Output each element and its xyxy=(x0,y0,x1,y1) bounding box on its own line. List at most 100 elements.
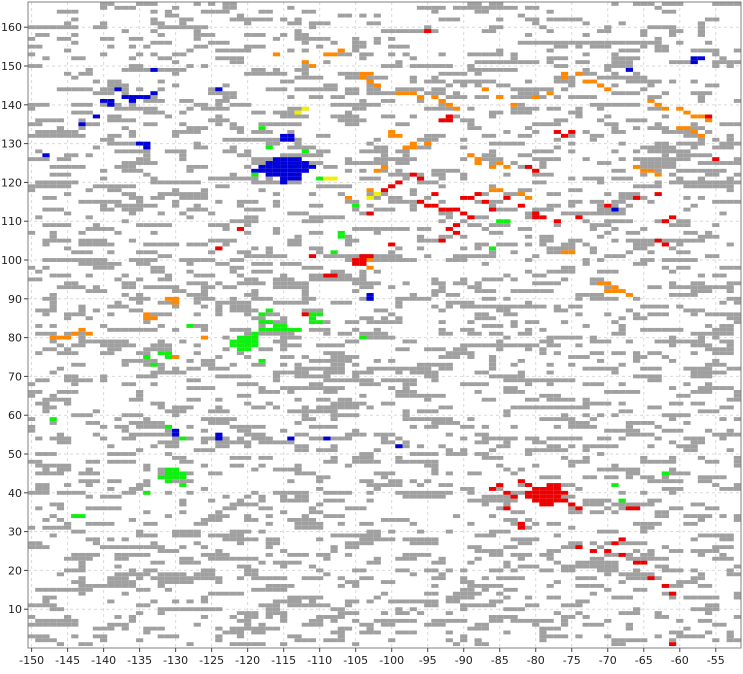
noise-cell xyxy=(150,265,158,270)
noise-cell xyxy=(712,145,720,150)
noise-cell xyxy=(395,483,403,487)
noise-cell xyxy=(474,440,482,445)
noise-cell xyxy=(395,44,403,49)
noise-cell xyxy=(294,386,302,390)
noise-cell xyxy=(625,552,633,557)
noise-cell xyxy=(35,64,43,68)
noise-cell xyxy=(107,486,115,491)
noise-cell xyxy=(172,304,180,309)
noise-cell xyxy=(143,358,151,363)
noise-cell xyxy=(92,479,101,484)
noise-cell xyxy=(553,308,561,313)
noise-cell xyxy=(704,285,713,290)
noise-cell xyxy=(546,238,554,243)
noise-cell xyxy=(532,91,540,96)
noise-cell xyxy=(352,106,360,111)
noise-cell xyxy=(92,261,101,266)
noise-cell xyxy=(244,21,252,26)
noise-cell xyxy=(200,258,209,262)
cluster-orange-cell xyxy=(625,292,633,297)
noise-cell xyxy=(308,409,317,414)
noise-cell xyxy=(546,172,554,177)
noise-cell xyxy=(78,564,86,569)
noise-cell xyxy=(193,312,201,317)
noise-cell xyxy=(632,572,641,577)
noise-cell xyxy=(330,444,338,449)
noise-cell xyxy=(575,355,583,359)
noise-cell xyxy=(244,300,252,305)
cluster-orange-cell xyxy=(661,106,669,111)
noise-cell xyxy=(438,421,446,425)
noise-cell xyxy=(64,157,72,162)
noise-cell xyxy=(409,537,417,542)
noise-cell xyxy=(668,238,677,243)
noise-cell xyxy=(222,552,230,557)
noise-cell xyxy=(611,219,619,224)
noise-cell xyxy=(604,122,612,127)
noise-cell xyxy=(352,642,360,647)
noise-cell xyxy=(143,362,151,367)
noise-cell xyxy=(229,137,237,142)
noise-cell xyxy=(258,161,266,165)
noise-cell xyxy=(517,110,525,115)
noise-cell xyxy=(272,137,281,142)
noise-cell xyxy=(136,358,144,363)
noise-cell xyxy=(676,2,684,6)
noise-cell xyxy=(301,603,309,608)
noise-cell xyxy=(316,510,324,515)
noise-cell xyxy=(215,397,223,402)
noise-cell xyxy=(467,580,475,584)
noise-cell xyxy=(467,486,475,491)
cluster-red-cell xyxy=(568,502,576,507)
noise-cell xyxy=(114,261,122,266)
noise-cell xyxy=(42,184,50,189)
noise-cell xyxy=(697,126,705,131)
noise-cell xyxy=(272,537,281,542)
noise-cell xyxy=(395,630,403,635)
noise-cell xyxy=(114,452,122,456)
noise-cell xyxy=(208,576,216,581)
noise-cell xyxy=(402,556,410,561)
noise-cell xyxy=(712,409,720,414)
noise-cell xyxy=(488,250,497,255)
noise-cell xyxy=(654,106,662,111)
noise-cell xyxy=(64,180,72,185)
noise-cell xyxy=(179,560,187,565)
noise-cell xyxy=(258,529,266,534)
noise-cell xyxy=(704,630,713,635)
noise-cell xyxy=(668,29,677,34)
noise-cell xyxy=(460,157,468,162)
noise-cell xyxy=(78,261,86,266)
noise-cell xyxy=(150,242,158,247)
noise-cell xyxy=(78,339,86,344)
noise-cell xyxy=(265,9,273,14)
noise-cell xyxy=(200,595,209,600)
noise-cell xyxy=(323,556,331,561)
noise-cell xyxy=(143,347,151,352)
noise-cell xyxy=(352,71,360,76)
noise-cell xyxy=(661,591,669,596)
noise-cell xyxy=(532,564,540,569)
noise-cell xyxy=(676,258,684,262)
noise-cell xyxy=(640,33,648,37)
noise-cell xyxy=(388,91,396,96)
cluster-red-cell xyxy=(568,130,576,134)
noise-cell xyxy=(359,211,367,216)
noise-cell xyxy=(582,405,590,410)
noise-cell xyxy=(503,576,511,581)
noise-cell xyxy=(676,141,684,146)
noise-cell xyxy=(632,118,641,123)
noise-cell xyxy=(121,459,129,464)
noise-cell xyxy=(157,424,165,429)
noise-cell xyxy=(352,580,360,584)
noise-cell xyxy=(402,176,410,181)
noise-cell xyxy=(560,483,569,487)
noise-cell xyxy=(632,541,641,546)
noise-cell xyxy=(121,583,129,588)
noise-cell xyxy=(697,308,705,313)
noise-cell xyxy=(640,258,648,262)
noise-cell xyxy=(697,409,705,414)
noise-cell xyxy=(395,607,403,612)
cluster-blue-cell xyxy=(395,444,403,449)
noise-cell xyxy=(661,141,669,146)
